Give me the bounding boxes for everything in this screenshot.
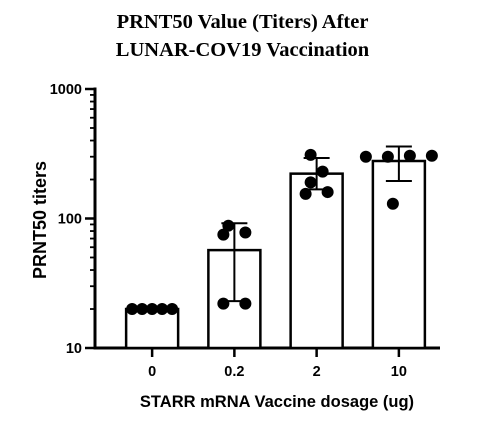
y-axis-label: PRNT50 titers — [30, 161, 50, 279]
data-point — [316, 165, 329, 178]
x-tick-label: 0.2 — [224, 364, 244, 380]
data-point — [166, 303, 179, 316]
x-axis-label: STARR mRNA Vaccine dosage (ug) — [140, 393, 414, 411]
data-point — [321, 186, 334, 199]
data-point — [425, 149, 438, 162]
y-tick-label: 1000 — [50, 82, 82, 98]
data-point — [359, 150, 372, 163]
data-point — [217, 297, 230, 310]
bar-10 — [371, 159, 427, 350]
data-points — [126, 148, 438, 316]
data-point — [136, 303, 149, 316]
tick-labels: 10 100 1000 0 0.2 2 10 — [50, 82, 407, 380]
data-point — [403, 149, 416, 162]
chart-title: PRNT50 Value (Titers) After LUNAR-COV19 … — [0, 8, 485, 64]
x-tick-label: 10 — [391, 364, 407, 380]
data-point — [222, 219, 235, 232]
data-point — [381, 150, 394, 163]
data-point — [304, 176, 317, 189]
bar-0 — [124, 307, 180, 350]
data-point — [304, 148, 317, 161]
data-point — [299, 187, 312, 200]
data-point — [156, 303, 169, 316]
bar-2 — [289, 172, 344, 350]
data-point — [239, 226, 252, 239]
chart-title-line-2: LUNAR-COV19 Vaccination — [115, 39, 370, 61]
data-point — [217, 228, 230, 241]
y-tick-label: 100 — [58, 212, 82, 228]
chart-title-line-1: PRNT50 Value (Titers) After — [116, 11, 369, 33]
data-point — [146, 303, 159, 316]
data-point — [386, 197, 399, 210]
bars — [124, 159, 427, 350]
y-tick-label: 10 — [66, 341, 82, 357]
data-point — [126, 303, 139, 316]
x-tick-label: 2 — [313, 364, 321, 380]
x-tick-label: 0 — [148, 364, 156, 380]
data-point — [239, 297, 252, 310]
